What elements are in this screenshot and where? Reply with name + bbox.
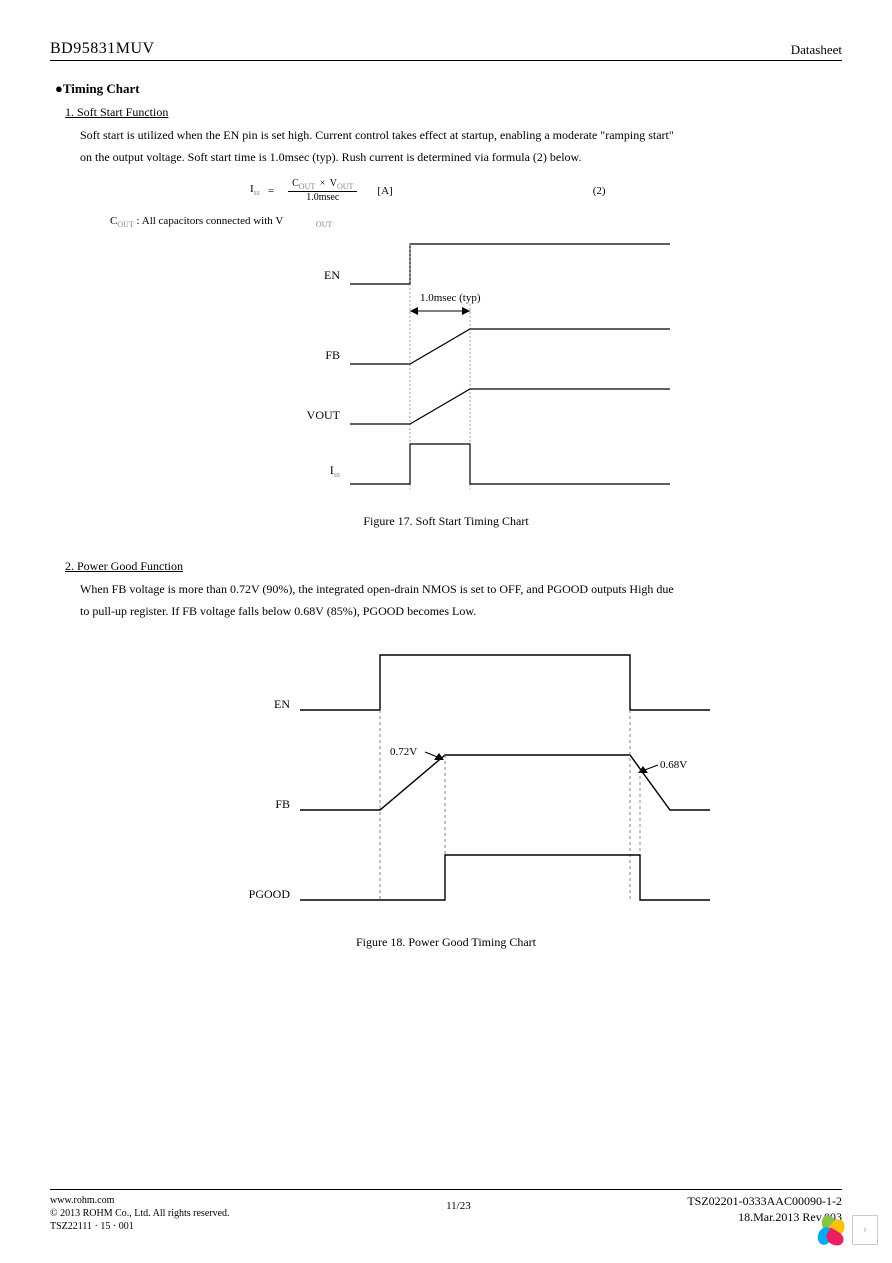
sub1-para1: Soft start is utilized when the EN pin i… (80, 126, 842, 144)
section-title: ●Timing Chart (55, 81, 842, 97)
page-container: BD95831MUV Datasheet ●Timing Chart 1. So… (0, 0, 892, 1263)
footer-docnum: TSZ02201-0333AAC00090-1-2 (687, 1194, 842, 1210)
cout-note: COUT : All capacitors connected with V O… (110, 215, 842, 229)
chart2-068v-label: 0.68V (660, 759, 687, 771)
page-footer: www.rohm.com © 2013 ROHM Co., Ltd. All r… (50, 1189, 842, 1233)
sub1-para2: on the output voltage. Soft start time i… (80, 148, 842, 166)
chart1-arrow-right (462, 307, 470, 315)
chart1-annotation: 1.0msec (typ) (420, 292, 481, 304)
footer-left: www.rohm.com © 2013 ROHM Co., Ltd. All r… (50, 1194, 230, 1233)
note-c-sub: OUT (117, 220, 133, 229)
chart2-fb-label: FB (275, 797, 290, 811)
chart1-iss-line (350, 444, 670, 484)
nav-widget: › (816, 1215, 878, 1245)
chart2-fb-line (300, 755, 710, 810)
formula-num-c: C (292, 178, 299, 189)
formula-numerator: COUT × VOUT (288, 178, 357, 192)
chart1-fb-line (350, 329, 670, 364)
chart1-en-label: EN (324, 268, 340, 282)
sub2-para2: to pull-up register. If FB voltage falls… (80, 602, 842, 620)
chart2-svg: EN FB 0.72V 0.68V PGOOD (230, 640, 730, 920)
chart1-arrow-left (410, 307, 418, 315)
formula-eqnum: (2) (593, 185, 606, 197)
formula-unit: [A] (377, 185, 392, 197)
power-good-timing-chart: EN FB 0.72V 0.68V PGOOD (230, 640, 730, 920)
note-body: : All capacitors connected with V (134, 215, 283, 227)
footer-row: www.rohm.com © 2013 ROHM Co., Ltd. All r… (50, 1194, 842, 1233)
formula-fraction: COUT × VOUT 1.0msec (288, 178, 357, 203)
formula-2: Iss = COUT × VOUT 1.0msec [A] (2) (250, 178, 842, 203)
page-header: BD95831MUV Datasheet (50, 40, 842, 61)
chart1-en-line (350, 244, 670, 284)
formula-num-v-sub: OUT (337, 182, 353, 191)
footer-copyright: © 2013 ROHM Co., Ltd. All rights reserve… (50, 1207, 230, 1220)
footer-code: TSZ22111 · 15 · 001 (50, 1220, 230, 1233)
footer-page: 11/23 (446, 1194, 471, 1212)
chart2-072v-label: 0.72V (390, 746, 417, 758)
formula-lhs-sub: ss (254, 189, 260, 198)
chart2-pgood-line (300, 855, 710, 900)
figure-17-caption: Figure 17. Soft Start Timing Chart (50, 514, 842, 529)
formula-num-v: V (330, 178, 337, 189)
figure-18-caption: Figure 18. Power Good Timing Chart (50, 935, 842, 950)
chart2-pgood-label: PGOOD (249, 887, 291, 901)
next-page-button[interactable]: › (852, 1215, 878, 1245)
note-v-sub: OUT (316, 220, 332, 229)
soft-start-timing-chart: EN 1.0msec (typ) FB VOUT Iss (290, 239, 690, 499)
footer-url: www.rohm.com (50, 1194, 230, 1207)
formula-lhs: Iss (250, 183, 260, 197)
chart1-vout-line (350, 389, 670, 424)
sub2-para1: When FB voltage is more than 0.72V (90%)… (80, 580, 842, 598)
chart1-vout-label: VOUT (307, 408, 341, 422)
chart1-svg: EN 1.0msec (typ) FB VOUT Iss (290, 239, 690, 499)
chart2-en-label: EN (274, 697, 290, 711)
chart1-iss-label: Iss (330, 463, 340, 479)
chevron-right-icon: › (863, 1222, 868, 1238)
doc-type-label: Datasheet (791, 42, 842, 58)
chart2-en-line (300, 655, 710, 710)
subsection-2-title: 2. Power Good Function (65, 559, 842, 574)
formula-eq: = (268, 185, 274, 197)
formula-num-op: × (320, 178, 326, 189)
chart1-fb-label: FB (325, 348, 340, 362)
formula-num-c-sub: OUT (299, 182, 315, 191)
subsection-1-title: 1. Soft Start Function (65, 105, 842, 120)
part-number: BD95831MUV (50, 40, 155, 58)
formula-denominator: 1.0msec (302, 192, 343, 203)
logo-icon[interactable] (816, 1215, 846, 1245)
